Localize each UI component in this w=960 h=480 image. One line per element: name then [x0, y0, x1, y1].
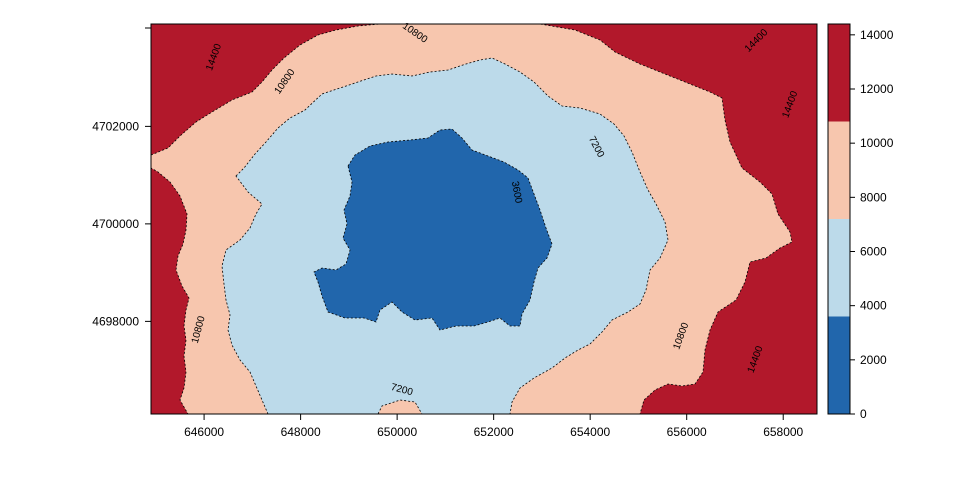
x-axis: 646000 648000 650000 652000 654000 656000 6580… [184, 414, 804, 439]
colorbar-tick-label: 4000 [860, 299, 887, 313]
x-tick-label: 650000 [377, 425, 417, 439]
x-tick-label: 654000 [570, 425, 610, 439]
x-tick-label: 648000 [281, 425, 321, 439]
x-tick-label: 658000 [763, 425, 803, 439]
colorbar: 0 2000 4000 6000 8000 10000 12000 14000 [827, 23, 894, 421]
x-tick-label: 652000 [474, 425, 514, 439]
contour-label-text: 3600 [509, 180, 524, 204]
contour-label: 3600 [509, 180, 524, 204]
colorbar-band [828, 24, 850, 122]
colorbar-tick-label: 10000 [860, 136, 894, 150]
colorbar-tick-label: 0 [860, 407, 867, 421]
colorbar-tick-label: 14000 [860, 28, 894, 42]
x-tick-label: 646000 [184, 425, 224, 439]
y-tick-label: 4698000 [92, 314, 139, 328]
y-axis: 4698000 4700000 4702000 [92, 27, 151, 328]
colorbar-band [828, 316, 850, 414]
colorbar-frame [827, 23, 851, 415]
plot-frame [150, 23, 818, 415]
colorbar-tick-label: 6000 [860, 245, 887, 259]
colorbar-band [828, 219, 850, 317]
colorbar-band [828, 121, 850, 219]
y-tick-label: 4702000 [92, 119, 139, 133]
x-tick-label: 656000 [667, 425, 707, 439]
plot-area [151, 24, 817, 414]
colorbar-tick-label: 2000 [860, 353, 887, 367]
colorbar-tick-label: 12000 [860, 82, 894, 96]
colorbar-tick-label: 8000 [860, 190, 887, 204]
band-0-3600 [313, 128, 553, 331]
y-tick-label: 4700000 [92, 217, 139, 231]
